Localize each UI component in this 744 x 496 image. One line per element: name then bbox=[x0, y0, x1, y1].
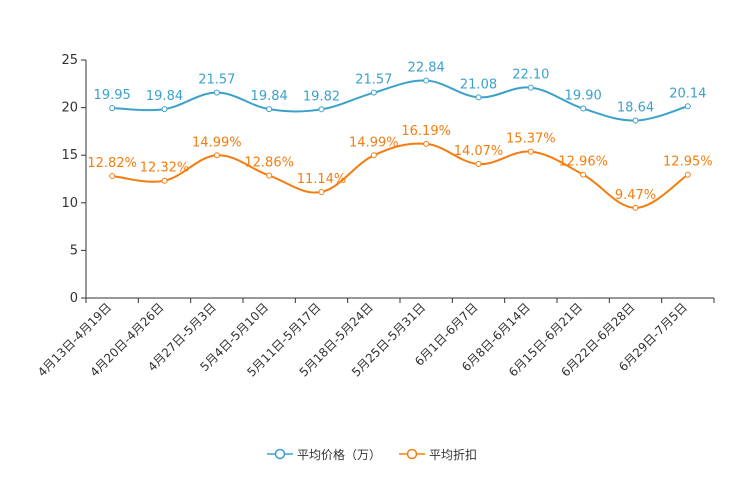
data-label: 12.95% bbox=[663, 155, 713, 170]
data-label: 14.99% bbox=[349, 135, 399, 150]
data-point[interactable] bbox=[109, 105, 116, 112]
y-tick-label: 0 bbox=[70, 291, 78, 306]
data-point[interactable] bbox=[213, 89, 220, 96]
data-point[interactable] bbox=[527, 148, 534, 155]
data-label: 21.57 bbox=[198, 73, 235, 88]
data-label: 12.96% bbox=[558, 155, 608, 170]
series-line-1 bbox=[112, 142, 689, 209]
data-point[interactable] bbox=[423, 140, 430, 147]
data-point[interactable] bbox=[161, 106, 168, 113]
legend-line-circle-icon bbox=[266, 448, 293, 460]
data-point[interactable] bbox=[266, 172, 273, 179]
series-line-0 bbox=[112, 79, 689, 122]
data-label: 14.07% bbox=[454, 144, 504, 159]
data-point[interactable] bbox=[161, 177, 168, 184]
y-tick-label: 20 bbox=[61, 101, 78, 116]
data-point[interactable] bbox=[109, 172, 116, 179]
data-label: 20.14 bbox=[669, 86, 706, 101]
legend-item-discount[interactable]: 平均折扣 bbox=[399, 446, 477, 463]
data-point[interactable] bbox=[370, 152, 377, 159]
data-point[interactable] bbox=[580, 105, 587, 112]
data-label: 18.64 bbox=[617, 101, 654, 116]
data-label: 14.99% bbox=[192, 135, 242, 150]
data-label: 19.90 bbox=[565, 89, 602, 104]
legend-item-price[interactable]: 平均价格（万） bbox=[266, 446, 381, 463]
y-tick-label: 15 bbox=[61, 148, 78, 163]
data-point[interactable] bbox=[632, 117, 639, 124]
data-label: 15.37% bbox=[506, 132, 556, 147]
data-point[interactable] bbox=[266, 106, 273, 113]
data-point[interactable] bbox=[527, 84, 534, 91]
data-label: 22.10 bbox=[512, 68, 549, 83]
data-point[interactable] bbox=[370, 89, 377, 96]
line-chart: 05101520254月13日-4月19日4月20日-4月26日4月27日-5月… bbox=[35, 53, 715, 380]
data-point[interactable] bbox=[632, 204, 639, 211]
data-label: 21.08 bbox=[460, 77, 497, 92]
legend: 平均价格（万） 平均折扣 bbox=[0, 444, 744, 464]
data-point[interactable] bbox=[475, 94, 482, 101]
data-label: 16.19% bbox=[401, 124, 451, 139]
data-label: 19.84 bbox=[251, 89, 288, 104]
data-label: 12.32% bbox=[140, 161, 190, 176]
data-label: 12.86% bbox=[244, 156, 294, 171]
data-point[interactable] bbox=[684, 171, 691, 178]
data-label: 21.57 bbox=[355, 73, 392, 88]
data-point[interactable] bbox=[684, 103, 691, 110]
data-point[interactable] bbox=[475, 161, 482, 168]
y-tick-label: 25 bbox=[61, 53, 78, 68]
data-label: 19.95 bbox=[94, 88, 131, 103]
data-point[interactable] bbox=[318, 106, 325, 113]
data-point[interactable] bbox=[423, 77, 430, 84]
legend-label-price: 平均价格（万） bbox=[296, 447, 381, 462]
data-label: 11.14% bbox=[297, 172, 347, 187]
data-point[interactable] bbox=[213, 152, 220, 159]
y-tick-label: 10 bbox=[61, 196, 78, 211]
legend-label-discount: 平均折扣 bbox=[429, 447, 478, 462]
data-label: 9.47% bbox=[615, 188, 656, 203]
legend-line-circle-icon bbox=[399, 448, 425, 460]
y-tick-label: 5 bbox=[70, 243, 78, 258]
data-label: 19.84 bbox=[146, 89, 183, 104]
data-point[interactable] bbox=[580, 171, 587, 178]
data-label: 19.82 bbox=[303, 89, 340, 104]
data-label: 22.84 bbox=[408, 61, 445, 76]
data-point[interactable] bbox=[318, 188, 325, 195]
data-label: 12.82% bbox=[87, 156, 137, 171]
